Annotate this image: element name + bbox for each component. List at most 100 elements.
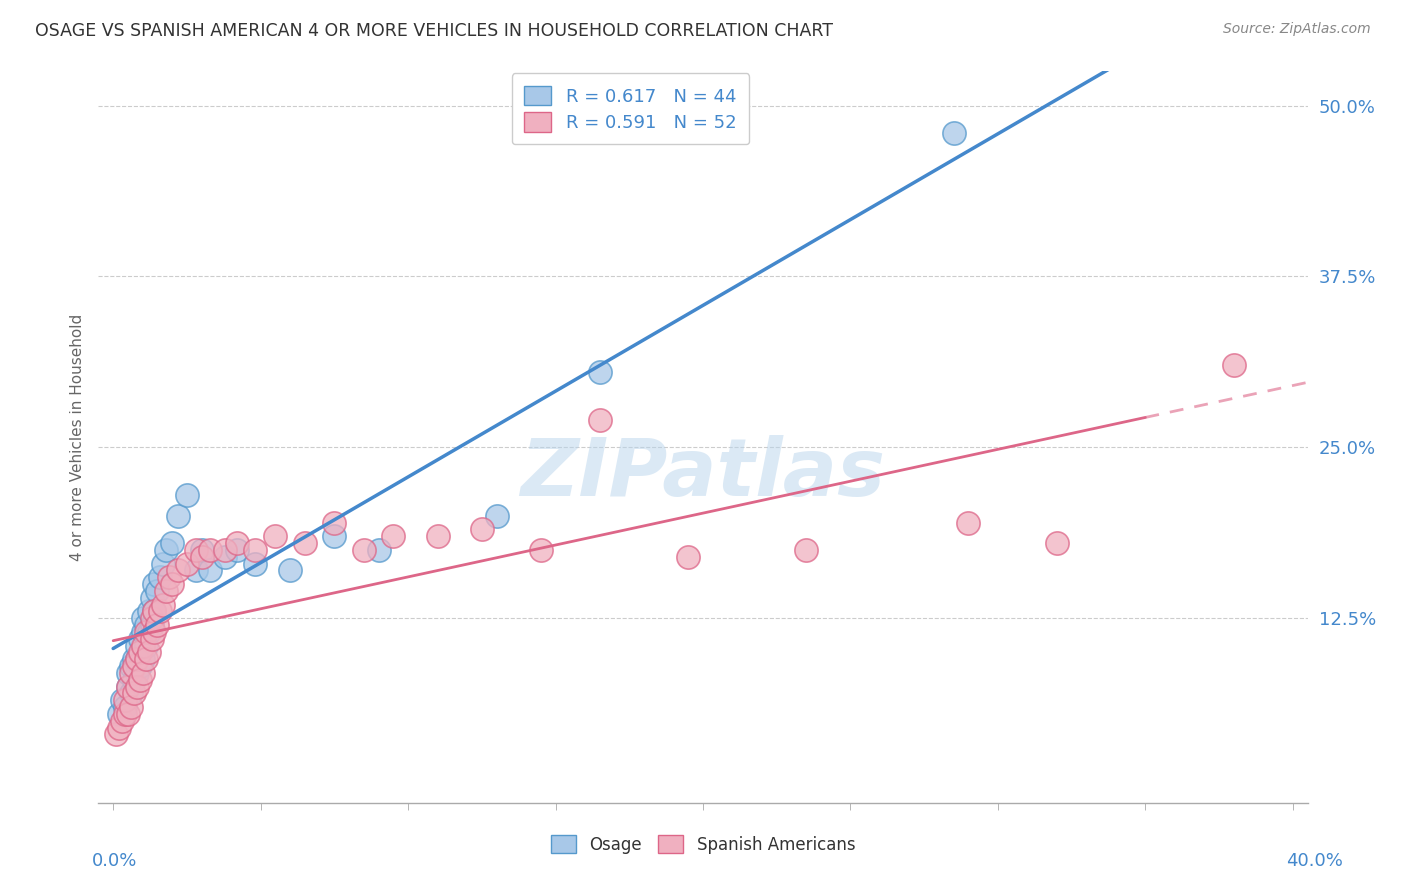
Point (114, 693, 136, 707)
Point (122, 652, 145, 666)
Point (589, 365, 612, 379)
Point (125, 665, 148, 680)
Point (485, 508, 508, 523)
Point (141, 591, 163, 605)
Point (141, 632, 163, 646)
Point (530, 542, 553, 557)
Point (128, 645, 150, 659)
Point (125, 652, 148, 666)
Point (146, 618, 169, 632)
Text: OSAGE VS SPANISH AMERICAN 4 OR MORE VEHICLES IN HOUSEHOLD CORRELATION CHART: OSAGE VS SPANISH AMERICAN 4 OR MORE VEHI… (35, 22, 834, 40)
Point (278, 563, 301, 577)
Point (114, 700, 136, 714)
Point (184, 563, 207, 577)
Point (125, 652, 148, 666)
Point (117, 680, 139, 694)
Point (160, 577, 183, 591)
Point (120, 700, 142, 714)
Point (122, 659, 145, 673)
Point (135, 624, 157, 639)
Point (243, 542, 266, 557)
Point (214, 549, 236, 564)
Point (190, 549, 212, 564)
Point (226, 536, 249, 550)
Point (143, 577, 166, 591)
Point (146, 583, 169, 598)
Point (120, 686, 142, 700)
Point (294, 536, 316, 550)
Point (1223, 359, 1246, 373)
Point (149, 570, 172, 584)
Point (117, 665, 139, 680)
Point (120, 665, 142, 680)
Point (214, 542, 236, 557)
Point (138, 624, 160, 639)
Point (589, 413, 612, 427)
Point (128, 659, 150, 673)
Point (176, 488, 198, 502)
Point (382, 529, 405, 543)
Point (426, 529, 449, 543)
Point (122, 673, 145, 687)
Point (105, 727, 128, 741)
Point (353, 542, 375, 557)
Point (942, 126, 965, 140)
Text: 0.0%: 0.0% (91, 852, 136, 870)
Text: Source: ZipAtlas.com: Source: ZipAtlas.com (1223, 22, 1371, 37)
Point (125, 680, 148, 694)
Point (160, 536, 183, 550)
Point (111, 714, 134, 728)
Point (135, 639, 157, 653)
Y-axis label: 4 or more Vehicles in Household: 4 or more Vehicles in Household (69, 313, 84, 561)
Point (157, 570, 180, 584)
Point (155, 542, 177, 557)
Point (131, 652, 153, 666)
Point (200, 542, 222, 557)
Point (135, 652, 157, 666)
Point (794, 542, 817, 557)
Point (141, 611, 163, 625)
Point (200, 563, 222, 577)
Text: ZIPatlas: ZIPatlas (520, 434, 886, 513)
Point (152, 557, 174, 571)
Point (143, 604, 166, 618)
Point (131, 624, 153, 639)
Point (471, 522, 494, 536)
Point (117, 706, 139, 721)
Point (323, 529, 346, 543)
Point (128, 673, 150, 687)
Point (135, 618, 157, 632)
Point (226, 542, 249, 557)
Point (117, 680, 139, 694)
Point (243, 557, 266, 571)
Point (131, 639, 153, 653)
Point (131, 665, 153, 680)
Legend: Osage, Spanish Americans: Osage, Spanish Americans (544, 829, 862, 860)
Point (138, 645, 160, 659)
Point (128, 632, 150, 646)
Point (111, 693, 134, 707)
Point (108, 721, 131, 735)
Point (114, 706, 136, 721)
Point (264, 529, 287, 543)
Point (155, 583, 177, 598)
Point (152, 598, 174, 612)
Point (167, 508, 190, 523)
Point (149, 604, 172, 618)
Point (122, 686, 145, 700)
Point (957, 516, 980, 530)
Point (138, 604, 160, 618)
Point (678, 549, 700, 564)
Point (190, 542, 212, 557)
Point (143, 624, 166, 639)
Point (167, 563, 190, 577)
Point (323, 516, 346, 530)
Point (141, 618, 163, 632)
Point (131, 611, 153, 625)
Point (120, 659, 142, 673)
Text: 40.0%: 40.0% (1286, 852, 1343, 870)
Point (143, 604, 166, 618)
Point (108, 706, 131, 721)
Point (125, 639, 148, 653)
Point (176, 557, 198, 571)
